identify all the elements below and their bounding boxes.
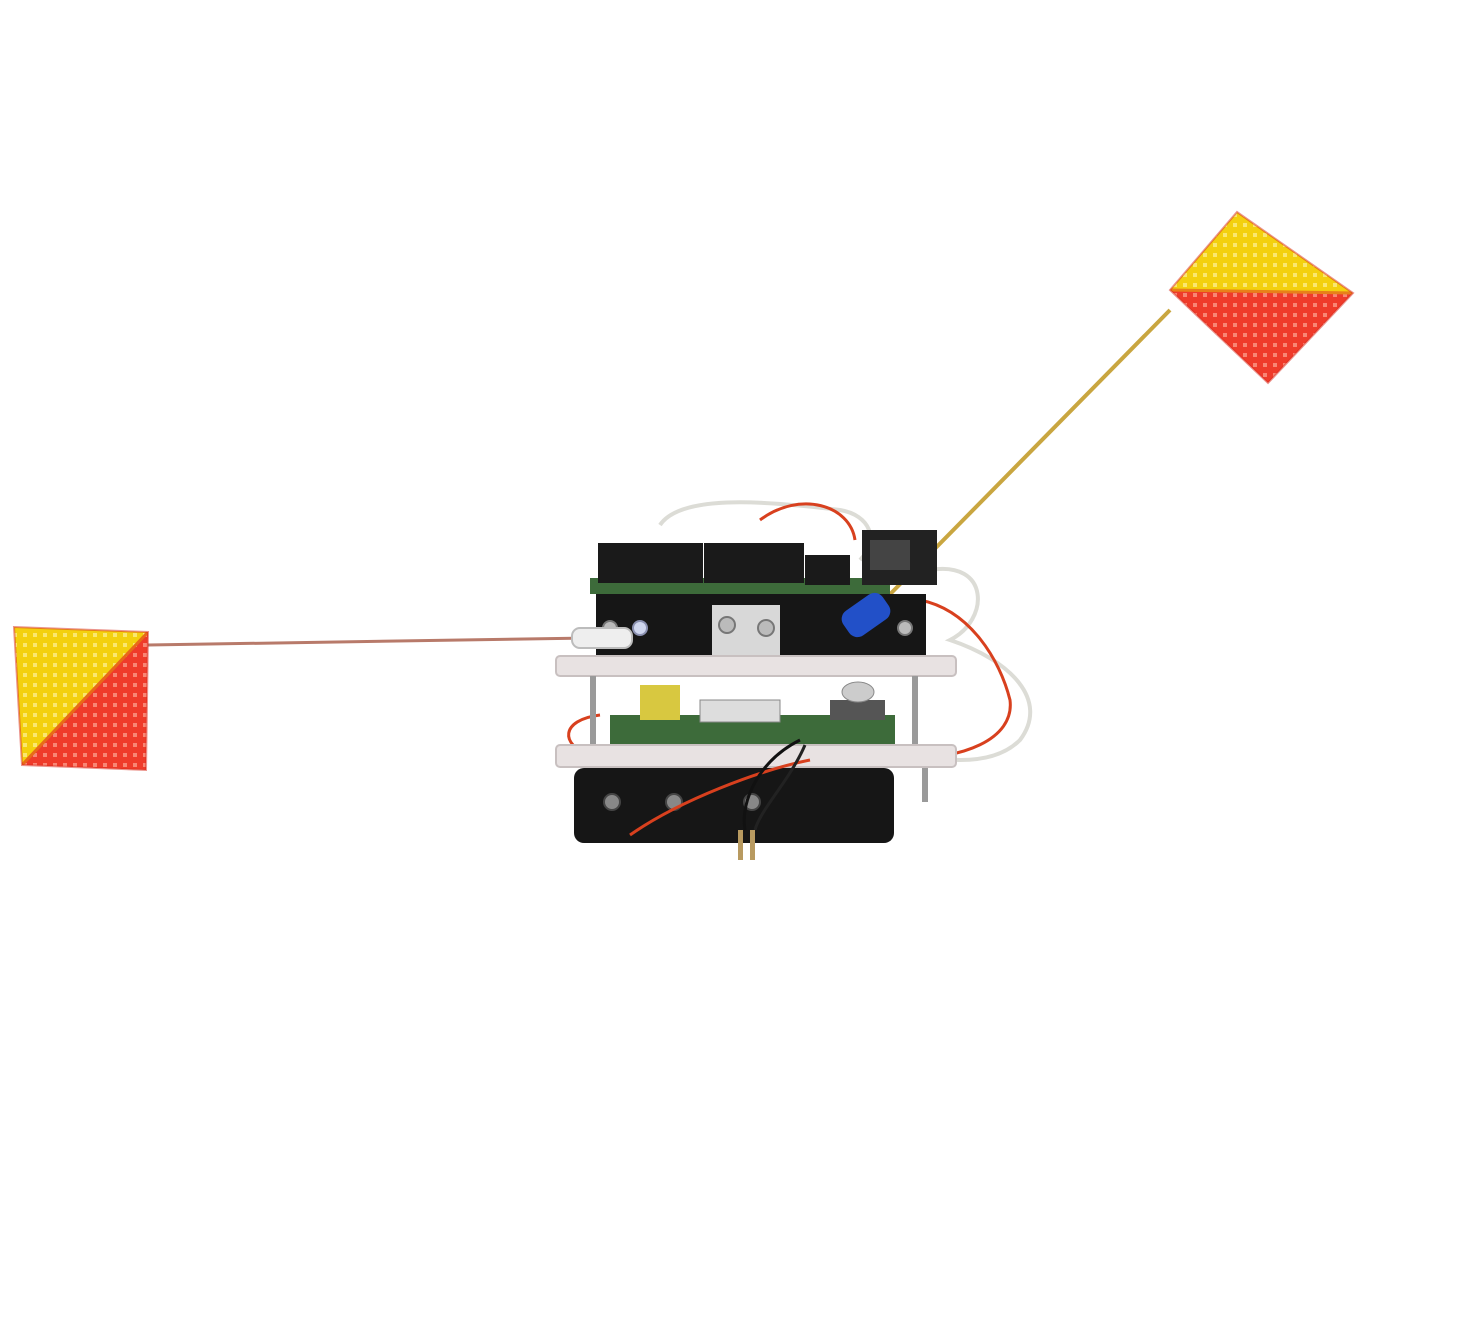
wire-red-front — [629, 758, 811, 837]
header-black-2 — [704, 543, 804, 583]
standoff — [922, 762, 928, 802]
wire-black-front — [742, 738, 801, 831]
pin-header — [738, 830, 743, 860]
right-servo-horn — [841, 592, 891, 638]
header-black-3 — [805, 555, 850, 585]
lower-acrylic-plate — [555, 744, 957, 768]
screw — [757, 619, 775, 637]
right-arm — [843, 210, 1355, 642]
left-arm — [12, 625, 591, 772]
screw — [718, 616, 736, 634]
battery-box — [574, 768, 894, 843]
yellow-module — [640, 685, 680, 720]
upper-acrylic-plate — [555, 655, 957, 677]
standoff — [590, 676, 596, 756]
wire-red-loop-top — [759, 502, 857, 541]
wire-white-right-loop — [904, 566, 1033, 762]
battery-screw — [603, 793, 621, 811]
robot-body — [555, 500, 1033, 860]
header-black-1 — [598, 543, 703, 583]
left-servo-horn — [571, 620, 648, 649]
usb-port — [830, 700, 885, 720]
standoff — [912, 676, 918, 756]
left-rod — [147, 636, 591, 647]
left-flag — [14, 627, 148, 770]
right-flag — [1170, 212, 1353, 383]
screw — [897, 620, 913, 636]
wire-black-front-2 — [753, 744, 807, 831]
capacitor — [841, 681, 875, 703]
ribbon-connector — [699, 699, 781, 723]
pin-header — [750, 830, 755, 860]
